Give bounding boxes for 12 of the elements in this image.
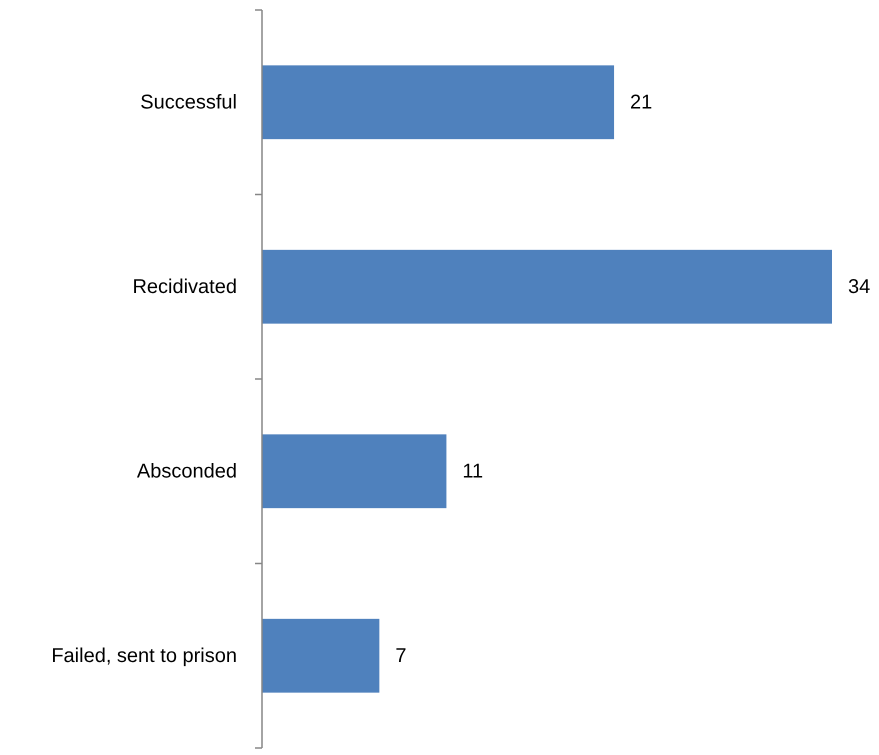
data-label: 11 bbox=[462, 460, 484, 482]
y-tick-label: Failed, sent to prison bbox=[51, 644, 237, 667]
data-label: 7 bbox=[395, 644, 406, 667]
bar bbox=[262, 250, 832, 324]
data-label: 34 bbox=[848, 276, 870, 298]
bar bbox=[262, 65, 614, 140]
data-label: 21 bbox=[630, 91, 652, 114]
y-tick-label: Recidivated bbox=[132, 276, 237, 298]
y-tick-label: Successful bbox=[140, 91, 237, 114]
y-tick-label: Absconded bbox=[136, 460, 237, 482]
bar bbox=[262, 618, 380, 693]
bar bbox=[262, 434, 446, 508]
